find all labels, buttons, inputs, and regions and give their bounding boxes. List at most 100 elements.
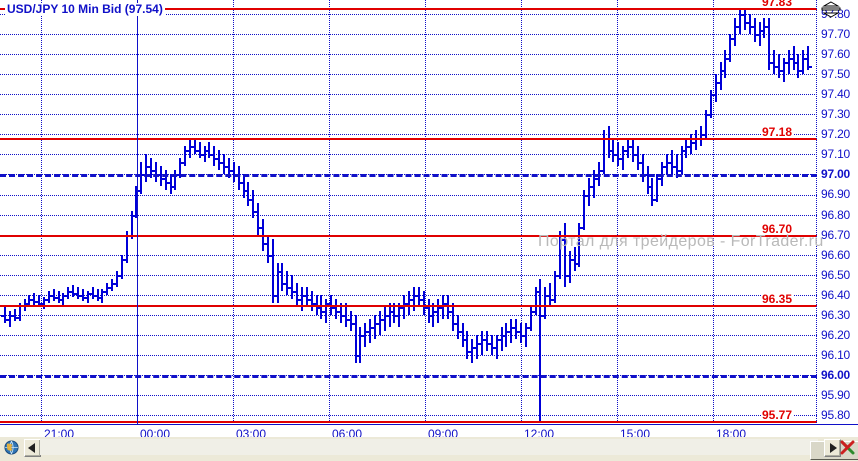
price-axis-label: 96.30 <box>821 307 851 322</box>
ohlc-bar <box>641 154 644 183</box>
ohlc-open-tick <box>69 290 73 293</box>
ohlc-bar <box>782 58 785 83</box>
ohlc-open-tick <box>341 314 345 317</box>
ohlc-bar <box>807 46 810 71</box>
ohlc-open-tick <box>478 342 481 345</box>
ohlc-open-tick <box>317 306 321 309</box>
ohlc-bar <box>276 262 279 303</box>
gridline-h <box>0 114 817 116</box>
ohlc-open-tick <box>804 58 808 61</box>
ohlc-open-tick <box>502 334 506 337</box>
ohlc-open-tick <box>74 292 77 295</box>
ohlc-open-tick <box>171 186 175 189</box>
ohlc-bar <box>145 154 148 183</box>
ohlc-bar <box>42 296 45 309</box>
gridline-v <box>329 0 330 425</box>
level-line-96-35 <box>0 304 817 307</box>
ohlc-bar <box>403 294 406 319</box>
ohlc-open-tick <box>531 310 535 313</box>
price-axis-label: 95.90 <box>821 387 851 402</box>
ohlc-open-tick <box>663 166 666 169</box>
horizontal-scrollbar-track[interactable]: III <box>40 439 858 460</box>
level-tag-96-35: 96.35 <box>761 291 794 306</box>
ohlc-open-tick <box>784 62 788 65</box>
ohlc-open-tick <box>658 178 662 181</box>
ohlc-open-tick <box>117 274 121 277</box>
ohlc-open-tick <box>409 298 413 301</box>
ohlc-open-tick <box>448 310 452 313</box>
level-line-97-83 <box>0 8 817 10</box>
ohlc-open-tick <box>25 302 29 305</box>
ohlc-open-tick <box>181 162 185 165</box>
level-tag-95-77: 95.77 <box>761 407 794 422</box>
ohlc-open-tick <box>273 294 277 297</box>
price-axis-label: 97.10 <box>821 147 851 162</box>
ohlc-bar <box>573 246 576 271</box>
gridline-h <box>0 194 817 196</box>
ohlc-open-tick <box>361 334 365 337</box>
ohlc-open-tick <box>322 310 326 313</box>
gridline-v <box>41 0 42 425</box>
ohlc-bar <box>709 90 712 119</box>
ohlc-bar <box>164 170 167 191</box>
price-axis-label: 97.70 <box>821 27 851 42</box>
level-line-96-70 <box>0 234 817 237</box>
ohlc-bar <box>373 314 376 339</box>
ohlc-open-tick <box>224 166 228 169</box>
ohlc-bar <box>291 274 294 299</box>
ohlc-bar <box>398 302 401 327</box>
gridline-h <box>0 274 817 276</box>
ohlc-bar <box>378 310 381 335</box>
ohlc-open-tick <box>302 294 306 297</box>
ohlc-open-tick <box>429 314 433 317</box>
ohlc-bar <box>534 286 537 315</box>
ohlc-open-tick <box>64 294 68 297</box>
globe-icon[interactable] <box>4 440 19 455</box>
price-axis-label: 97.30 <box>821 107 851 122</box>
ohlc-open-tick <box>517 330 520 333</box>
ohlc-open-tick <box>672 166 676 169</box>
ohlc-open-tick <box>161 178 165 181</box>
ohlc-bar <box>704 110 707 139</box>
ohlc-open-tick <box>346 318 350 321</box>
ohlc-open-tick <box>473 346 477 349</box>
ohlc-bar <box>631 138 634 163</box>
ohlc-bar <box>223 154 225 175</box>
chart-title: USD/JPY 10 Min Bid (97.54) <box>5 2 165 16</box>
ohlc-bar <box>174 170 177 191</box>
ohlc-open-tick <box>458 330 462 333</box>
ohlc-bar <box>617 142 620 167</box>
ohlc-bar <box>213 146 216 167</box>
close-x-icon[interactable] <box>840 439 856 456</box>
price-axis-label: 97.60 <box>821 47 851 62</box>
gridline-h <box>0 214 817 216</box>
ohlc-bar <box>28 294 31 307</box>
scroll-left-button[interactable] <box>24 439 41 457</box>
ohlc-open-tick <box>205 150 209 153</box>
ohlc-bar <box>227 158 230 179</box>
ohlc-open-tick <box>385 314 389 317</box>
ohlc-open-tick <box>414 294 418 297</box>
ohlc-open-tick <box>619 158 623 161</box>
ohlc-open-tick <box>239 182 243 185</box>
scale-compress-icon[interactable] <box>818 1 844 18</box>
ohlc-bar <box>714 74 717 103</box>
ohlc-open-tick <box>482 338 486 341</box>
ohlc-open-tick <box>103 290 107 293</box>
ohlc-bar <box>437 298 440 323</box>
ohlc-open-tick <box>507 330 511 333</box>
ohlc-open-tick <box>375 322 379 325</box>
ohlc-open-tick <box>370 326 374 329</box>
ohlc-open-tick <box>244 190 248 193</box>
ohlc-bar <box>140 162 143 195</box>
ohlc-open-tick <box>745 22 749 25</box>
ohlc-bar <box>558 230 561 279</box>
ohlc-bar <box>554 270 556 303</box>
chart-plot-area[interactable] <box>0 0 817 425</box>
ohlc-open-tick <box>585 194 589 197</box>
ohlc-bar <box>636 146 639 171</box>
ohlc-open-tick <box>799 70 803 73</box>
scroll-right-button[interactable] <box>824 439 841 457</box>
ohlc-bar <box>427 298 430 323</box>
